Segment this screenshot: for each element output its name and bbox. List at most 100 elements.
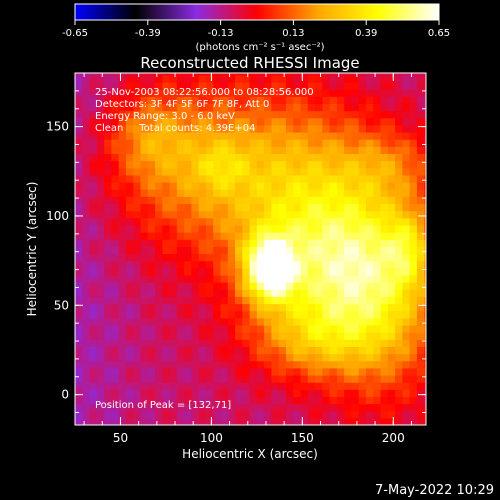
heatmap-cell — [351, 260, 360, 269]
heatmap-cell — [293, 239, 302, 247]
heatmap-cell — [89, 367, 98, 376]
heatmap-cell — [147, 217, 156, 226]
heatmap-cell — [416, 117, 425, 126]
heatmap-cell — [395, 224, 403, 233]
heatmap-cell — [315, 346, 323, 355]
heatmap-cell — [162, 382, 171, 390]
heatmap-cell — [176, 339, 185, 347]
heatmap-cell — [227, 217, 236, 226]
heatmap-cell — [351, 239, 360, 247]
heatmap-cell — [198, 224, 207, 233]
heatmap-cell — [220, 73, 229, 76]
heatmap-cell — [300, 389, 309, 398]
heatmap-cell — [169, 203, 178, 212]
heatmap-cell — [176, 181, 185, 190]
heatmap-cell — [380, 332, 389, 340]
heatmap-cell — [213, 103, 222, 112]
heatmap-cell — [220, 346, 229, 355]
heatmap-cell — [395, 196, 403, 205]
heatmap-cell — [227, 196, 236, 205]
heatmap-cell — [365, 382, 374, 390]
heatmap-cell — [264, 81, 273, 90]
heatmap-cell — [184, 253, 192, 262]
heatmap-cell — [300, 274, 309, 283]
heatmap-cell — [358, 160, 367, 169]
heatmap-cell — [118, 160, 127, 169]
heatmap-cell — [416, 332, 425, 340]
heatmap-cell — [315, 246, 323, 255]
heatmap-cell — [96, 382, 105, 390]
heatmap-cell — [125, 189, 134, 197]
heatmap-cell — [395, 417, 403, 425]
heatmap-cell — [358, 203, 367, 212]
heatmap-cell — [104, 210, 112, 219]
heatmap-cell — [184, 146, 192, 155]
heatmap-cell — [118, 110, 127, 119]
heatmap-cell — [111, 396, 120, 405]
heatmap-cell — [395, 310, 403, 319]
heatmap-cell — [96, 153, 105, 162]
heatmap-cell — [373, 131, 382, 140]
heatmap-cell — [125, 332, 134, 340]
heatmap-cell — [300, 267, 309, 276]
heatmap-cell — [329, 410, 338, 419]
heatmap-cell — [104, 332, 112, 340]
heatmap-cell — [220, 267, 229, 276]
heatmap-cell — [402, 81, 411, 90]
heatmap-cell — [235, 167, 243, 176]
heatmap-cell — [125, 217, 134, 226]
heatmap-cell — [409, 339, 418, 347]
heatmap-cell — [351, 417, 360, 425]
heatmap-cell — [351, 296, 360, 305]
heatmap-cell — [89, 146, 98, 155]
heatmap-cell — [402, 210, 411, 219]
heatmap-cell — [322, 81, 331, 90]
heatmap-cell — [155, 74, 163, 83]
heatmap-cell — [191, 382, 200, 390]
heatmap-cell — [169, 360, 178, 369]
heatmap-cell — [205, 189, 214, 197]
heatmap-cell — [365, 139, 374, 147]
heatmap-cell — [358, 224, 367, 233]
heatmap-cell — [176, 389, 185, 398]
heatmap-cell — [155, 224, 163, 233]
heatmap-cell — [162, 167, 171, 176]
heatmap-cell — [256, 367, 265, 376]
heatmap-cell — [249, 203, 258, 212]
heatmap-cell — [227, 303, 236, 312]
heatmap-cell — [409, 267, 418, 276]
heatmap-cell — [82, 181, 91, 190]
heatmap-cell — [351, 189, 360, 197]
heatmap-cell — [191, 303, 200, 312]
heatmap-cell — [213, 367, 222, 376]
heatmap-cell — [365, 410, 374, 419]
heatmap-cell — [75, 410, 83, 419]
heatmap-cell — [373, 81, 382, 90]
heatmap-cell — [220, 382, 229, 390]
heatmap-cell — [220, 332, 229, 340]
heatmap-cell — [191, 81, 200, 90]
heatmap-cell — [373, 389, 382, 398]
heatmap-cell — [191, 131, 200, 140]
heatmap-cell — [344, 103, 353, 112]
heatmap-cell — [235, 389, 243, 398]
heatmap-cell — [198, 296, 207, 305]
heatmap-cell — [184, 346, 192, 355]
heatmap-cell — [409, 417, 418, 425]
heatmap-cell — [315, 96, 323, 104]
heatmap-cell — [147, 374, 156, 383]
heatmap-cell — [104, 403, 112, 412]
heatmap-cell — [147, 239, 156, 247]
heatmap-cell — [191, 267, 200, 276]
heatmap-cell — [329, 289, 338, 297]
heatmap-cell — [315, 224, 323, 233]
heatmap-cell — [82, 324, 91, 333]
heatmap-cell — [358, 374, 367, 383]
heatmap-cell — [285, 81, 294, 90]
heatmap-cell — [104, 167, 112, 176]
heatmap-cell — [402, 360, 411, 369]
heatmap-cell — [307, 410, 316, 419]
heatmap-cell — [198, 239, 207, 247]
heatmap-cell — [351, 403, 360, 412]
heatmap-cell — [205, 339, 214, 347]
